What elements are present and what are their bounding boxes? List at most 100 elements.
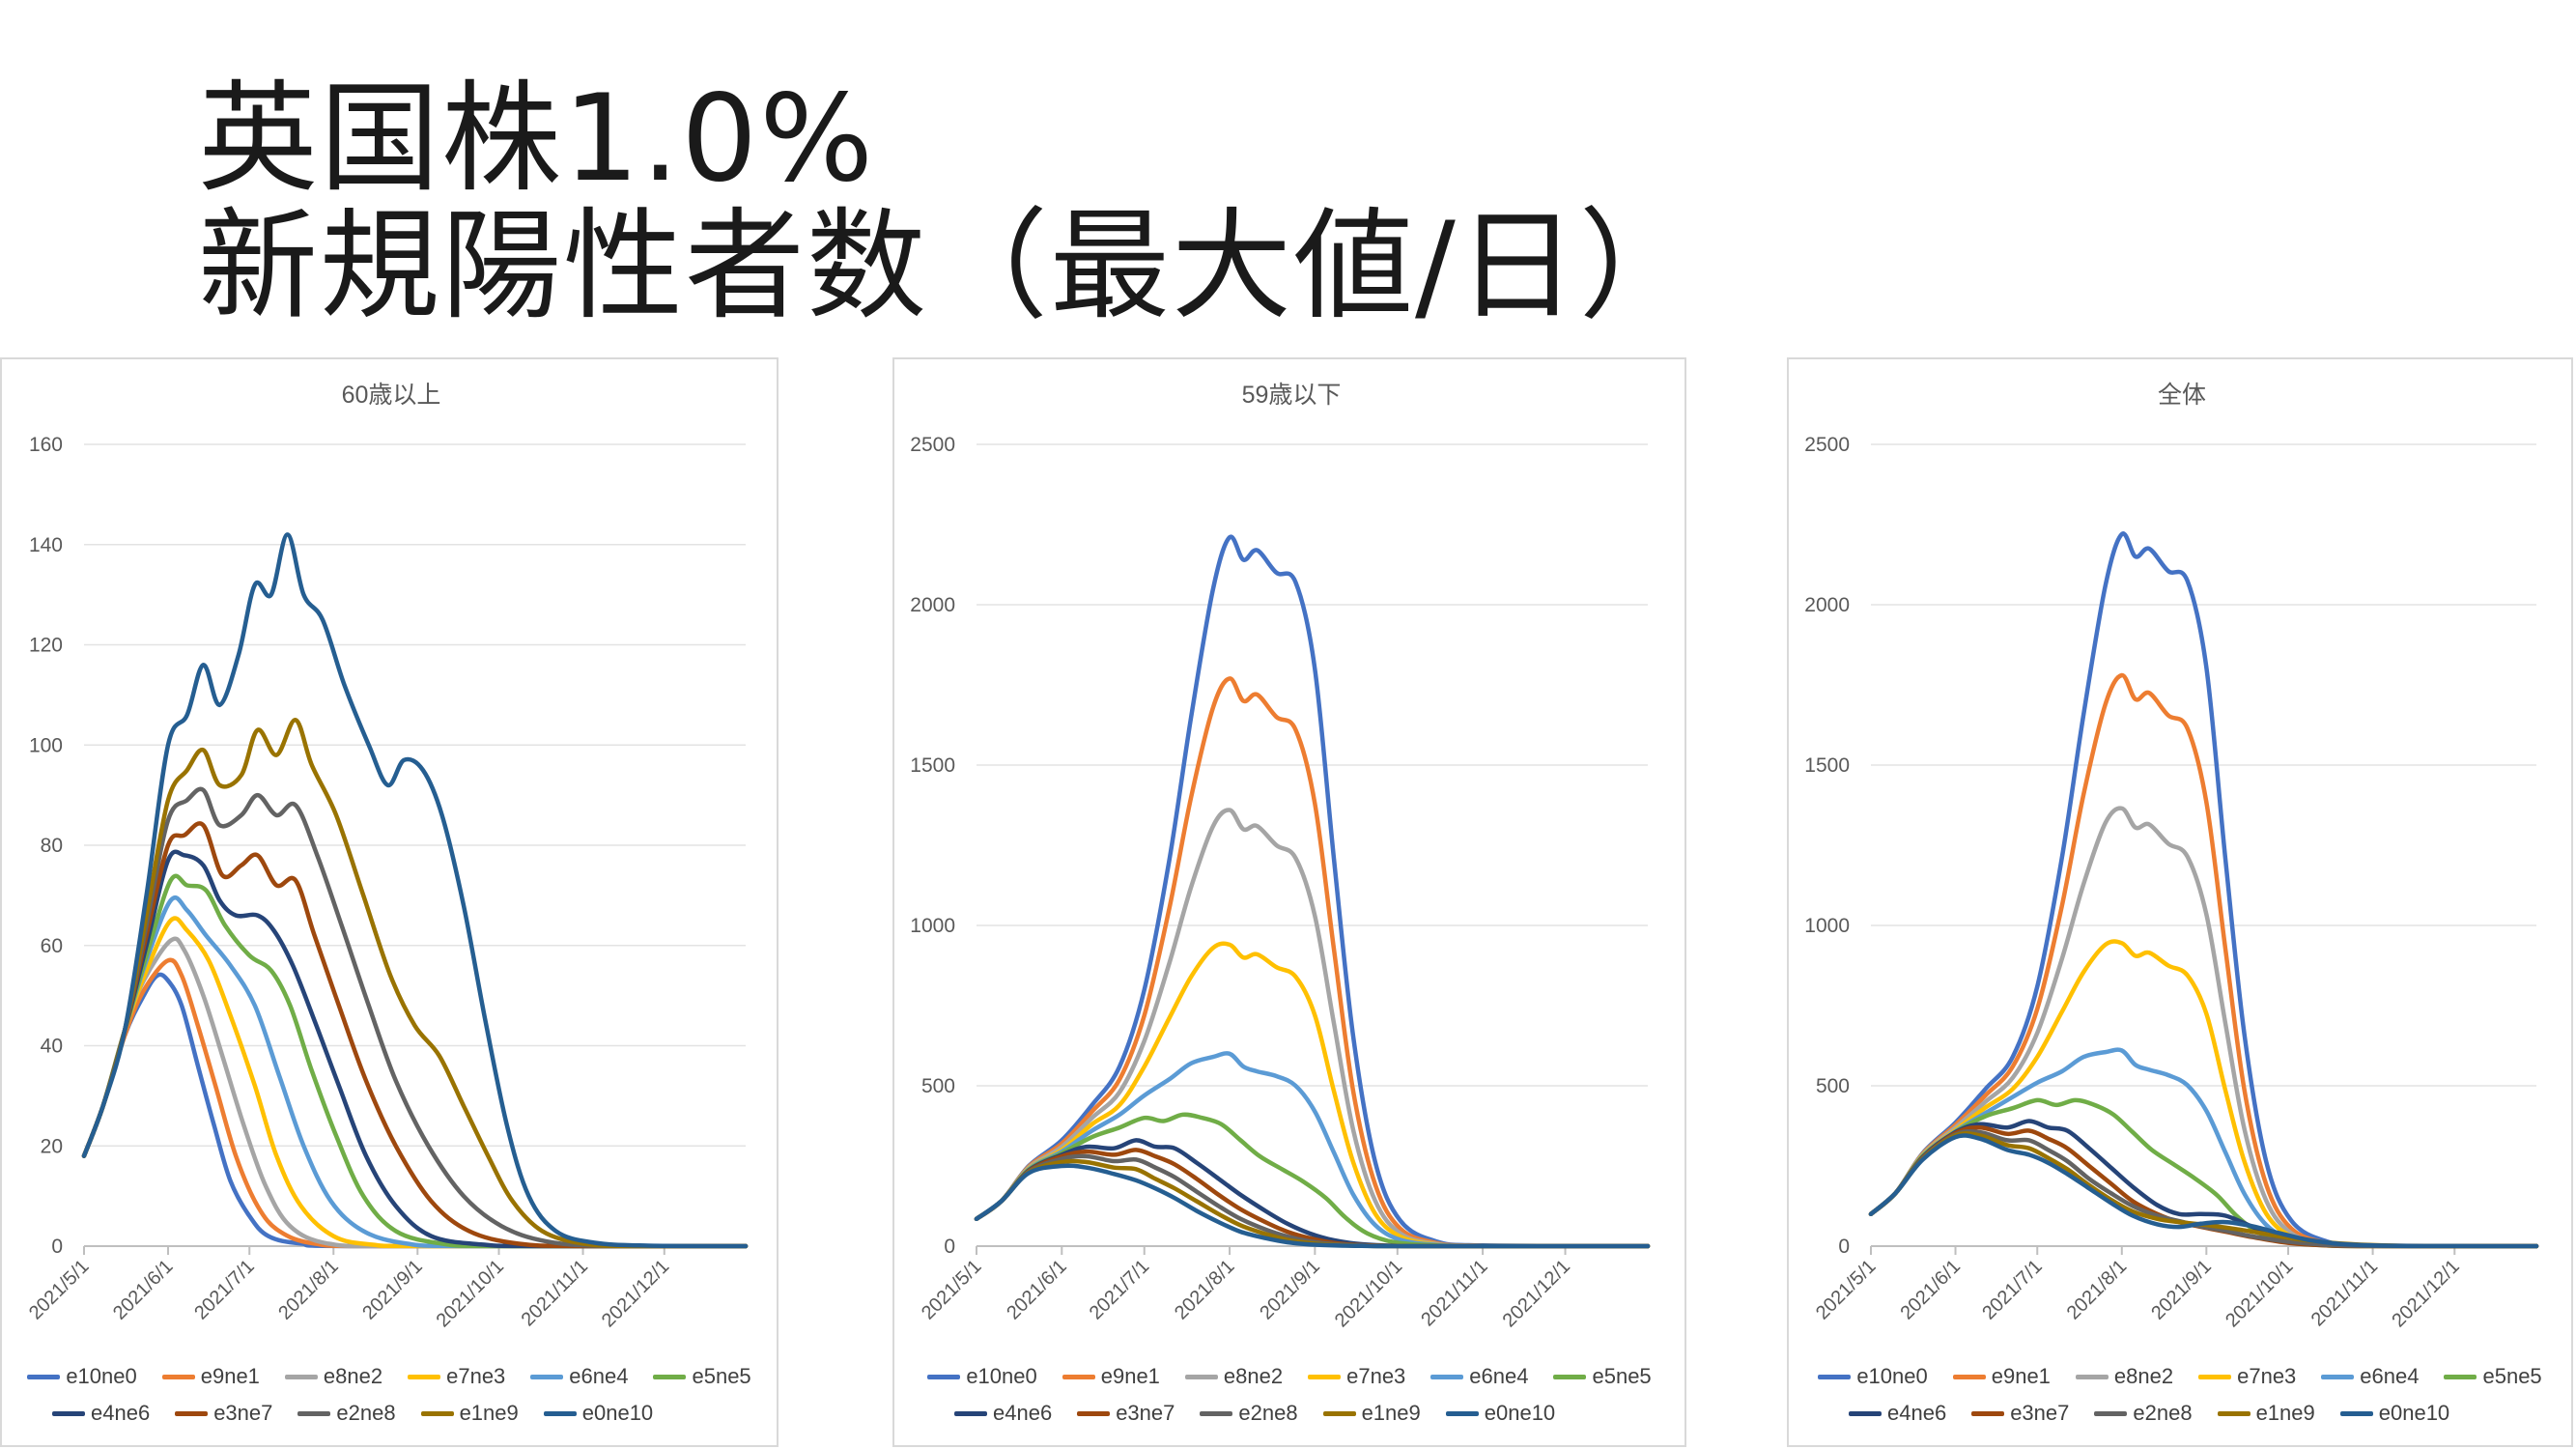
legend-label: e1ne9 [1361, 1401, 1421, 1425]
y-tick-label: 0 [51, 1236, 63, 1258]
x-tick-label: 2021/6/1 [109, 1256, 178, 1324]
legend-label: e4ne6 [91, 1401, 151, 1425]
legend-item-e9ne1: e9ne1 [1062, 1364, 1160, 1389]
x-tick-label: 2021/5/1 [1812, 1256, 1881, 1324]
series-line-e9ne1 [81, 957, 749, 1249]
legend-swatch [954, 1410, 987, 1416]
legend-label: e6ne4 [569, 1364, 629, 1388]
y-tick-label: 1500 [1804, 754, 1850, 777]
legend-label: e5ne5 [1592, 1364, 1652, 1388]
legend-item-e10ne0: e10ne0 [27, 1364, 137, 1389]
x-tick-label: 2021/6/1 [1003, 1256, 1071, 1324]
legend-label: e7ne3 [1346, 1364, 1406, 1388]
legend-swatch [420, 1410, 454, 1416]
y-tick-label: 0 [944, 1236, 955, 1258]
y-tick-label: 2000 [1804, 594, 1850, 616]
chart-panel-59-under: 59歳以下 0 500 1000 1500 2000 2500 2021/5/1 2021/6/… [892, 357, 1686, 1447]
x-tick-label: 2021/9/1 [2147, 1256, 2216, 1324]
series-line-e9ne1 [1868, 672, 2539, 1249]
legend-swatch [2339, 1410, 2373, 1416]
chart-legend: e10ne0 e9ne1 e8ne2 e7ne3 e6ne4 e5ne5 e4ne6 e3ne… [2, 1358, 777, 1432]
legend-row: e10ne0 e9ne1 e8ne2 e7ne3 e6ne4 e5ne5 [1789, 1358, 2571, 1395]
legend-label: e0ne10 [1484, 1401, 1556, 1425]
x-tick-label: 2021/7/1 [1978, 1256, 2047, 1324]
legend-swatch [284, 1374, 318, 1379]
series-line-e6ne4 [1868, 1047, 2539, 1249]
x-tick-label: 2021/12/1 [1499, 1256, 1574, 1331]
legend-item-e6ne4: e6ne4 [1430, 1364, 1528, 1389]
series-line-e7ne3 [974, 941, 1651, 1249]
series-line-e8ne2 [1868, 806, 2539, 1249]
legend-item-e6ne4: e6ne4 [530, 1364, 628, 1389]
legend-swatch [1184, 1374, 1218, 1379]
y-tick-label: 100 [29, 734, 63, 756]
x-tick-label: 2021/11/1 [518, 1256, 592, 1330]
legend-item-e1ne9: e1ne9 [1322, 1401, 1421, 1426]
legend-swatch [1445, 1410, 1479, 1416]
legend-item-e9ne1: e9ne1 [161, 1364, 260, 1389]
legend-swatch [653, 1374, 687, 1379]
legend-item-e0ne10: e0ne10 [543, 1401, 653, 1426]
x-tick-label: 2021/12/1 [2388, 1256, 2463, 1331]
legend-row: e10ne0 e9ne1 e8ne2 e7ne3 e6ne4 e5ne5 [2, 1358, 777, 1395]
x-tick-label: 2021/12/1 [598, 1256, 673, 1331]
y-tick-label: 0 [1838, 1236, 1850, 1258]
legend-row: e4ne6 e3ne7 e2ne8 e1ne9 e0ne10 [2, 1395, 777, 1432]
legend-label: e9ne1 [1991, 1364, 2051, 1388]
legend-label: e7ne3 [2237, 1364, 2297, 1388]
x-tick-label: 2021/11/1 [2307, 1256, 2382, 1330]
legend-item-e7ne3: e7ne3 [1308, 1364, 1405, 1389]
legend-swatch [927, 1374, 961, 1379]
series-line-e7ne3 [1868, 939, 2539, 1249]
legend-row: e10ne0 e9ne1 e8ne2 e7ne3 e6ne4 e5ne5 [894, 1358, 1684, 1395]
series-line-e6ne4 [974, 1051, 1651, 1249]
y-tick-label: 1000 [1804, 915, 1850, 937]
legend-item-e4ne6: e4ne6 [954, 1401, 1052, 1426]
legend-item-e0ne10: e0ne10 [2339, 1401, 2449, 1426]
legend-label: e9ne1 [1100, 1364, 1160, 1388]
legend-label: e4ne6 [1887, 1401, 1947, 1425]
legend-item-e6ne4: e6ne4 [2321, 1364, 2419, 1389]
y-tick-label: 140 [29, 534, 63, 556]
legend-label: e7ne3 [446, 1364, 506, 1388]
legend-swatch [1062, 1374, 1095, 1379]
legend-item-e10ne0: e10ne0 [1818, 1364, 1928, 1389]
x-tick-label: 2021/9/1 [358, 1256, 427, 1324]
y-tick-label: 2000 [910, 594, 955, 616]
legend-item-e2ne8: e2ne8 [2094, 1401, 2193, 1426]
legend-item-e5ne5: e5ne5 [2444, 1364, 2542, 1389]
legend-item-e3ne7: e3ne7 [1077, 1401, 1175, 1426]
series-line-e3ne7 [81, 821, 749, 1249]
series-line-e7ne3 [81, 916, 749, 1249]
legend-label: e1ne9 [459, 1401, 519, 1425]
x-tick-label: 2021/10/1 [1331, 1256, 1406, 1331]
legend-label: e2ne8 [336, 1401, 396, 1425]
series-line-e2ne8 [1868, 1128, 2539, 1249]
legend-label: e5ne5 [692, 1364, 751, 1388]
x-tick-label: 2021/6/1 [1896, 1256, 1965, 1324]
legend-swatch [27, 1374, 61, 1379]
legend-label: e6ne4 [1469, 1364, 1529, 1388]
series-line-e5ne5 [81, 873, 749, 1249]
legend-label: e5ne5 [2482, 1364, 2542, 1388]
x-tick-label: 2021/10/1 [433, 1256, 508, 1331]
legend-label: e1ne9 [2255, 1401, 2315, 1425]
legend-swatch [175, 1410, 209, 1416]
legend-item-e8ne2: e8ne2 [2075, 1364, 2173, 1389]
legend-label: e3ne7 [1116, 1401, 1175, 1425]
legend-swatch [1553, 1374, 1587, 1379]
legend-item-e8ne2: e8ne2 [284, 1364, 382, 1389]
series-line-e0ne10 [81, 532, 749, 1249]
legend-swatch [530, 1374, 564, 1379]
legend-item-e9ne1: e9ne1 [1952, 1364, 2051, 1389]
legend-item-e1ne9: e1ne9 [420, 1401, 519, 1426]
y-tick-label: 500 [1816, 1075, 1850, 1097]
y-tick-label: 500 [921, 1075, 955, 1097]
y-tick-label: 20 [41, 1135, 63, 1157]
series-line-e10ne0 [81, 972, 749, 1249]
legend-item-e4ne6: e4ne6 [1849, 1401, 1946, 1426]
series-line-e9ne1 [974, 676, 1651, 1249]
y-tick-label: 1500 [910, 754, 955, 777]
legend-swatch [52, 1410, 85, 1416]
